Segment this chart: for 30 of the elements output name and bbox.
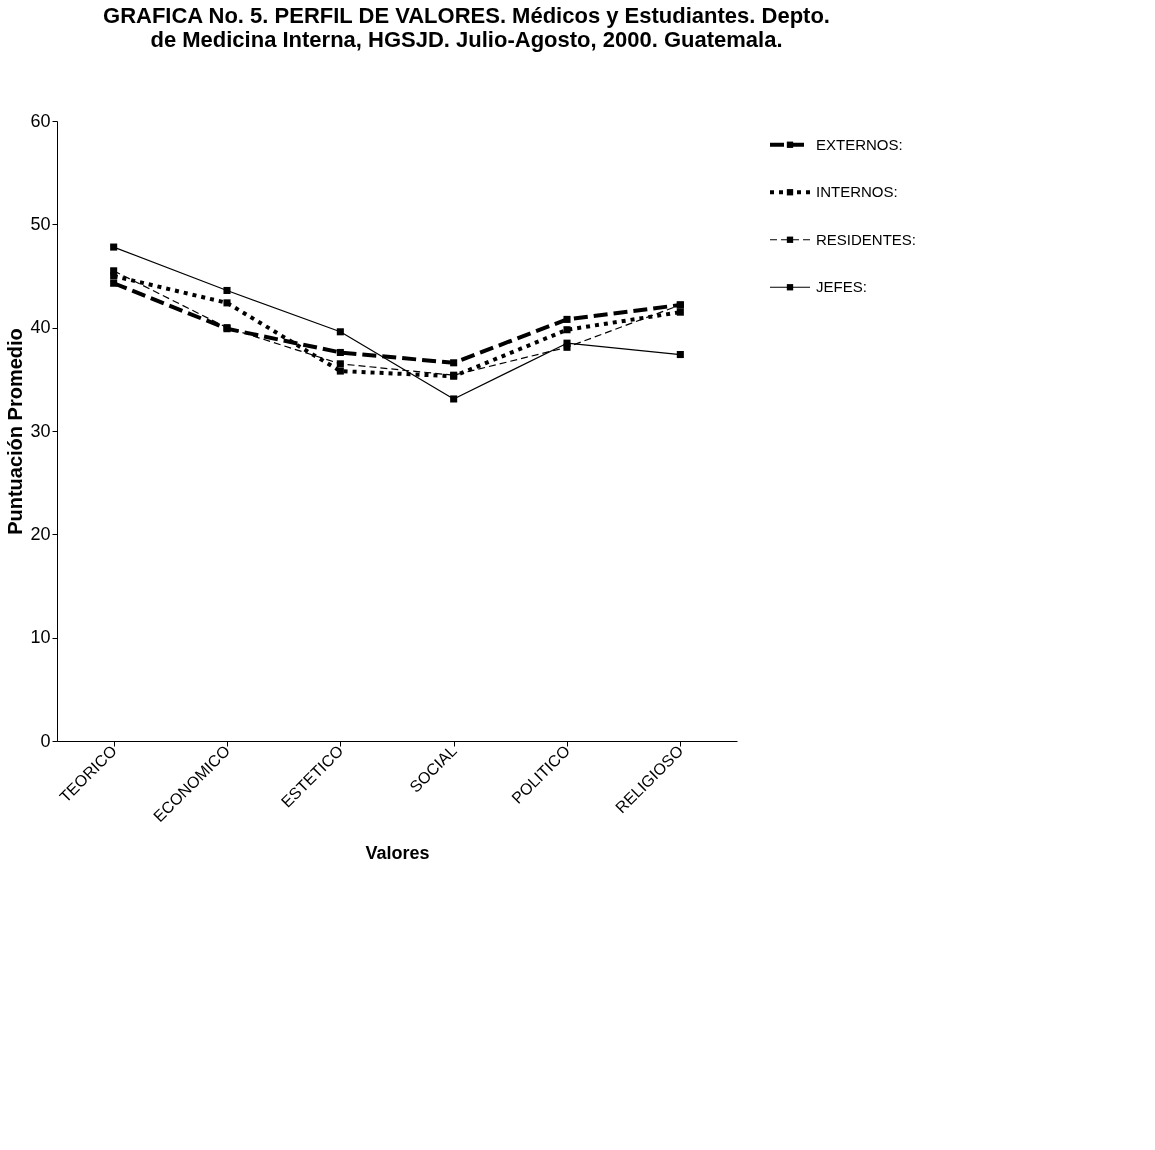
point	[563, 326, 571, 334]
point	[563, 339, 571, 347]
chart-title: GRAFICA No. 5. PERFIL DE VALORES. Médicos y Estudiantes. Depto. de Medicina Interna, HGSJD. Julio-Agosto, 2000. Guatemala.	[103, 3, 830, 52]
y-tick-label: 50	[30, 213, 51, 234]
point	[336, 348, 344, 356]
point	[450, 395, 458, 403]
x-axis-title: Valores	[365, 843, 430, 864]
y-tick-label: 30	[30, 420, 51, 441]
point	[336, 360, 344, 368]
y-tick-label: 10	[30, 627, 51, 648]
point	[110, 267, 118, 275]
point	[676, 351, 684, 359]
point	[336, 328, 344, 336]
point	[110, 279, 118, 287]
y-tick-label: 20	[30, 523, 51, 544]
point	[450, 359, 458, 367]
legend-label: JEFES:	[816, 278, 867, 296]
point	[110, 243, 118, 251]
legend-label: EXTERNOS:	[816, 135, 903, 153]
point	[223, 299, 231, 307]
y-tick-label: 60	[30, 110, 51, 131]
y-axis-title: Puntuación Promedio	[4, 328, 27, 535]
y-tick-label: 0	[40, 730, 51, 751]
point	[676, 308, 684, 316]
legend-label: RESIDENTES:	[816, 230, 917, 248]
y-tick-label: 40	[30, 317, 51, 338]
point	[563, 315, 571, 323]
point	[336, 367, 344, 375]
legend-label: INTERNOS:	[816, 183, 898, 201]
point	[223, 286, 231, 294]
